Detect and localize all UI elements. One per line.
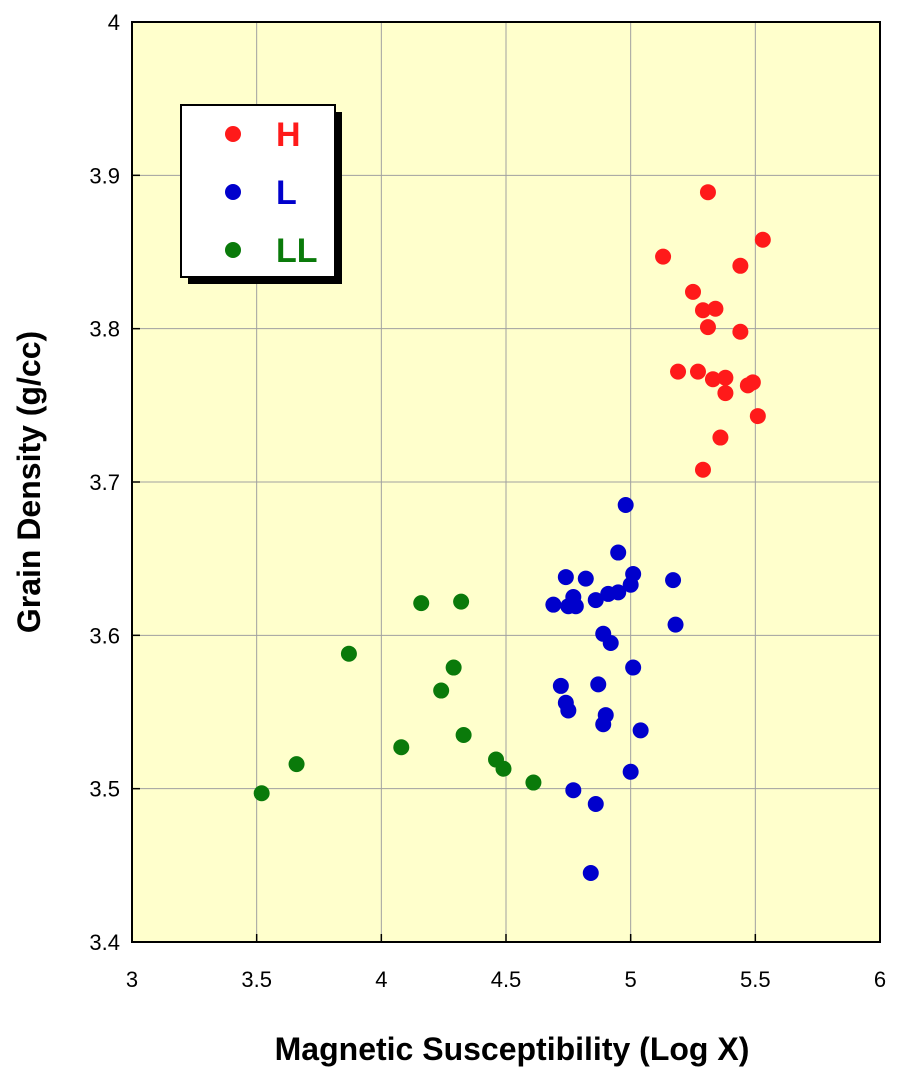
data-point-ll [340,645,357,662]
y-tick-label: 4 [108,10,120,35]
x-axis-title: Magnetic Susceptibility (Log X) [275,1031,750,1067]
data-points [253,184,771,881]
data-point-h [744,374,761,391]
data-point-h [717,369,734,386]
x-tick-label: 4 [375,967,387,992]
data-point-l [622,576,639,593]
data-point-h [685,283,701,300]
data-point-h [712,429,729,446]
data-point-l [625,659,642,676]
x-tick-label: 3.5 [241,967,272,992]
data-point-ll [525,774,542,791]
data-point-l [595,716,612,733]
data-point-h [717,385,734,402]
data-point-l [545,596,562,613]
data-point-l [617,497,634,513]
axis-ticks: 3 3.5 4 4.5 5 5.5 6 3.4 3.5 3.6 3.7 3.8 3.9 4 [89,10,886,992]
data-point-l [610,544,627,561]
data-point-h [749,408,766,425]
y-axis-title: Grain Density (g/cc) [11,331,47,633]
legend-marker-l [225,184,241,200]
y-tick-label: 3.5 [89,777,120,802]
y-tick-label: 3.7 [89,470,120,495]
data-point-h [732,323,749,340]
legend-label-h: H [276,116,301,154]
data-point-h [732,257,749,274]
data-point-h [694,302,711,319]
data-point-l [560,702,577,719]
series-l [545,497,684,881]
data-point-h [689,363,706,380]
data-point-h [707,300,724,317]
data-point-ll [288,756,305,773]
x-tick-label: 5.5 [740,967,771,992]
data-point-ll [445,659,462,676]
data-point-ll [495,760,512,777]
legend-label-l: L [276,174,297,212]
y-tick-label: 3.8 [89,317,120,342]
data-point-ll [253,785,270,802]
legend-marker-h [225,126,241,142]
data-point-l [602,635,619,651]
data-point-l [587,796,604,812]
data-point-l [552,677,569,694]
x-tick-label: 5 [625,967,637,992]
data-point-h [754,231,771,248]
data-point-h [694,461,711,478]
data-point-h [704,371,721,388]
x-tick-label: 6 [874,967,886,992]
data-point-l [600,585,617,602]
data-point-l [665,572,682,589]
data-point-h [670,363,687,380]
series-h [655,184,771,478]
data-point-l [590,676,607,693]
legend-box [180,104,336,278]
x-tick-label: 3 [126,967,138,992]
data-point-ll [455,727,472,743]
series-ll [253,593,542,802]
data-point-l [557,569,574,586]
data-point-h [699,319,716,336]
data-point-l [622,763,639,780]
data-point-l [577,570,594,587]
x-tick-label: 4.5 [491,967,522,992]
grid [132,22,880,942]
legend-label-ll: LL [276,232,318,270]
data-point-l [667,616,684,633]
data-point-h [655,248,672,265]
data-point-l [582,865,599,881]
y-tick-label: 3.6 [89,623,120,648]
legend-marker-ll [225,242,241,258]
y-tick-label: 3.9 [89,163,120,188]
data-point-h [699,184,716,201]
data-point-l [565,782,582,799]
data-point-l [632,722,649,739]
y-tick-label: 3.4 [89,930,120,955]
data-point-ll [393,739,410,756]
data-point-ll [413,595,430,612]
data-point-ll [433,682,450,699]
data-point-l [567,598,584,615]
data-point-ll [453,593,470,610]
data-point-l [587,592,604,609]
